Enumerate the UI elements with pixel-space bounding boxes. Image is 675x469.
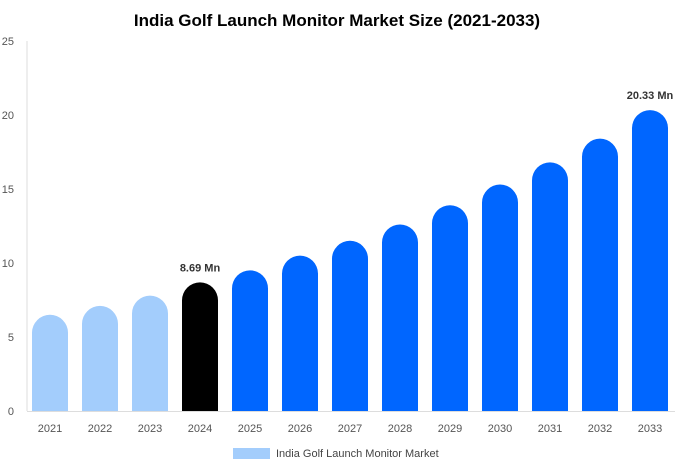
bar-2030	[482, 184, 518, 411]
x-tick-label: 2025	[238, 423, 262, 435]
x-tick-label: 2027	[338, 423, 362, 435]
x-tick-label: 2031	[538, 423, 562, 435]
x-tick-label: 2028	[388, 423, 412, 435]
legend-label: India Golf Launch Monitor Market	[276, 448, 439, 460]
bar-2028	[382, 224, 418, 411]
y-tick-label: 20	[2, 110, 14, 122]
x-tick-label: 2029	[438, 423, 462, 435]
legend: India Golf Launch Monitor Market	[233, 448, 439, 460]
x-tick-label: 2022	[88, 423, 112, 435]
bar-2029	[432, 205, 468, 411]
bar-2025	[232, 270, 268, 411]
x-tick-label: 2033	[638, 423, 662, 435]
chart-title: India Golf Launch Monitor Market Size (2…	[134, 11, 540, 30]
bar-2024	[182, 282, 218, 411]
bar-2032	[582, 138, 618, 411]
x-tick-label: 2021	[38, 423, 62, 435]
bar-2022	[82, 305, 118, 411]
data-label-2024: 8.69 Mn	[180, 262, 221, 274]
y-tick-label: 15	[2, 184, 14, 196]
y-tick-label: 5	[8, 332, 14, 344]
x-tick-label: 2032	[588, 423, 612, 435]
bar-2021	[32, 314, 68, 411]
x-tick-label: 2030	[488, 423, 512, 435]
y-tick-label: 10	[2, 258, 14, 270]
bar-2033	[632, 110, 668, 411]
x-tick-label: 2024	[188, 423, 212, 435]
bar-2026	[282, 255, 318, 411]
y-tick-label: 0	[8, 406, 14, 418]
data-label-2033: 20.33 Mn	[627, 90, 674, 102]
bar-2027	[332, 240, 368, 411]
y-tick-label: 25	[2, 36, 14, 48]
x-tick-label: 2023	[138, 423, 162, 435]
bar-2023	[132, 295, 168, 411]
bar-2031	[532, 162, 568, 411]
legend-swatch	[233, 448, 270, 459]
x-tick-label: 2026	[288, 423, 312, 435]
